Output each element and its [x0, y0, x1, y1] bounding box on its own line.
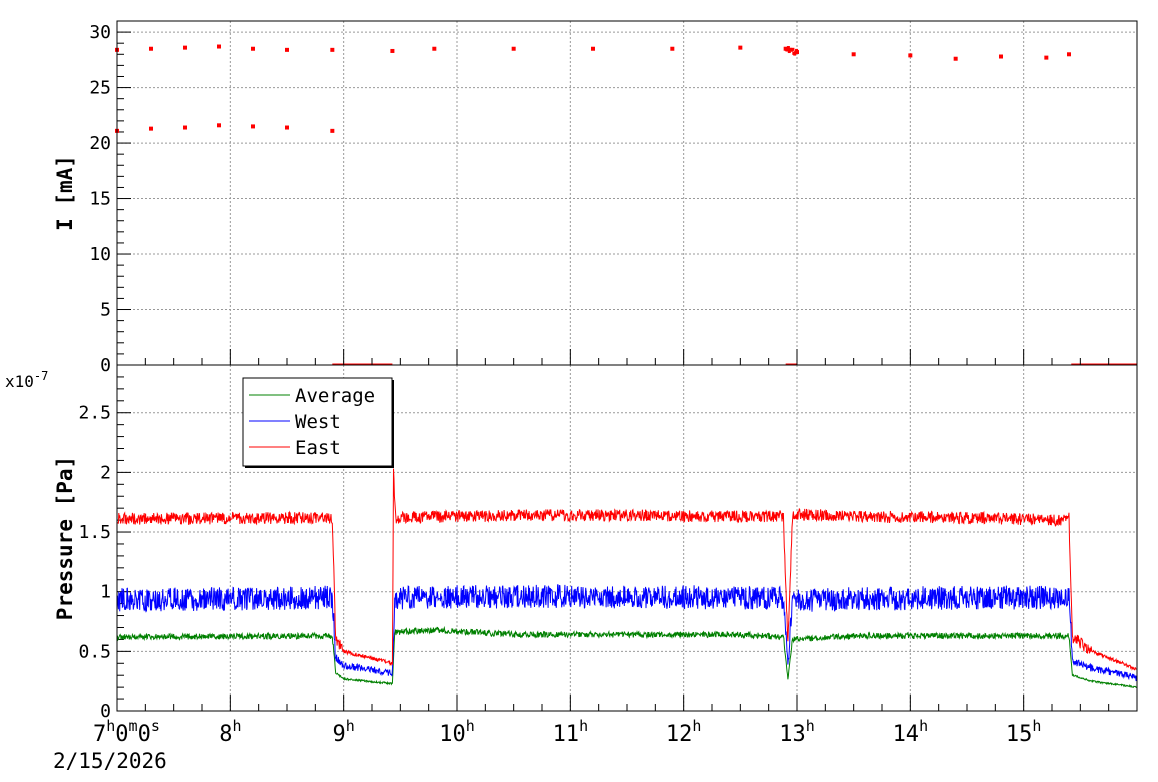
x-tick-hour: 10 [439, 722, 466, 747]
data-point [183, 125, 187, 130]
y-tick-label: 0.5 [78, 641, 111, 662]
x-tick-unit: h [1032, 717, 1041, 735]
x-tick-hour: 12 [666, 722, 693, 747]
y-tick-label: 2.5 [78, 403, 111, 424]
x-tick-unit: h [346, 717, 355, 735]
series-line-average [116, 625, 1138, 689]
x-tick-minutes: 0 [115, 722, 128, 747]
x-tick-unit: h [106, 717, 115, 735]
data-point [851, 52, 856, 57]
series-line-east [116, 468, 1138, 671]
y-axis-title: I [mA] [53, 155, 77, 231]
y-tick-label: 0 [100, 701, 111, 722]
x-tick-unit: h [919, 717, 928, 735]
data-point [149, 126, 153, 131]
legend-label: East [295, 437, 341, 459]
data-point [787, 50, 791, 54]
data-point [795, 48, 799, 52]
data-point [785, 48, 789, 52]
data-point [908, 53, 913, 58]
current-panel: 0 5 10 15 20 25 30 I [mA] [53, 20, 1137, 376]
x-tick-label: 11h [553, 717, 589, 747]
x-tick-unit: h [466, 717, 475, 735]
x-tick-hour: 13 [779, 722, 806, 747]
y-multiplier-base: x10 [5, 372, 34, 391]
x-tick-label: 15h [1006, 717, 1042, 747]
data-point [330, 128, 335, 133]
y-tick-label: 5 [100, 300, 111, 321]
data-point [285, 125, 289, 130]
data-point [1044, 55, 1049, 60]
data-point [251, 124, 255, 129]
data-point [793, 52, 797, 56]
x-tick-hour: 11 [553, 722, 580, 747]
y-tick-label: 15 [89, 189, 111, 210]
y-tick-label: 1 [100, 582, 111, 603]
x-tick-hour: 14 [893, 722, 920, 747]
x-tick-label: 8h [219, 717, 241, 747]
x-tick-hour: 9 [333, 722, 346, 747]
x-tick-minutes-unit: m [129, 717, 138, 735]
x-tick-unit: h [579, 717, 588, 735]
data-point [786, 46, 790, 50]
y-axis-title: Pressure [Pa] [53, 456, 77, 620]
x-tick-seconds-unit: s [151, 717, 160, 735]
x-tick-label: 12h [666, 717, 702, 747]
pressure-panel: 0 0.5 1 1.5 2 2.5 Pressure [Pa] x10-7 Average Wes… [5, 364, 1138, 722]
x-tick-unit: h [232, 717, 241, 735]
data-point [1067, 52, 1071, 57]
x-tick-unit: h [692, 717, 701, 735]
x-tick-label: 7h0m0s [93, 717, 160, 747]
y-tick-label: 2 [100, 462, 111, 483]
legend-label: Average [295, 385, 375, 407]
plot-area [117, 21, 1137, 365]
data-point [999, 54, 1003, 59]
legend-box [242, 377, 393, 467]
data-point [511, 46, 516, 51]
x-axis-date: 2/15/2026 [53, 749, 167, 773]
x-tick-unit: h [806, 717, 815, 735]
data-point [217, 123, 221, 128]
data-point [432, 46, 437, 51]
legend: Average West East [242, 377, 394, 468]
data-point [217, 44, 221, 49]
x-tick-label: 9h [333, 717, 355, 747]
data-point [183, 45, 187, 50]
data-point [791, 47, 795, 51]
data-point [285, 47, 289, 52]
y-tick-label: 30 [89, 22, 111, 43]
x-tick-hour: 7 [93, 722, 106, 747]
x-tick-label: 10h [439, 717, 475, 747]
x-tick-label: 14h [893, 717, 929, 747]
legend-label: West [295, 411, 341, 433]
series-line-west [116, 584, 1138, 682]
y-tick-label: 20 [89, 133, 111, 154]
y-tick-label: 0 [100, 355, 111, 376]
data-point [390, 48, 395, 53]
data-point [251, 46, 255, 51]
data-point [953, 56, 958, 61]
x-tick-label: 13h [779, 717, 815, 747]
panel-frame [116, 364, 1138, 712]
data-point [330, 47, 335, 52]
data-point [738, 45, 743, 50]
data-point [149, 46, 153, 51]
x-tick-hour: 15 [1006, 722, 1033, 747]
x-tick-hour: 8 [219, 722, 232, 747]
data-point [591, 46, 595, 51]
y-multiplier: x10-7 [5, 369, 48, 391]
y-tick-label: 25 [89, 78, 111, 99]
x-tick-seconds: 0 [138, 722, 151, 747]
y-multiplier-exponent: -7 [34, 369, 48, 383]
y-tick-label: 1.5 [78, 522, 111, 543]
data-point [794, 50, 798, 54]
y-tick-label: 10 [89, 244, 111, 265]
data-point [670, 46, 675, 51]
